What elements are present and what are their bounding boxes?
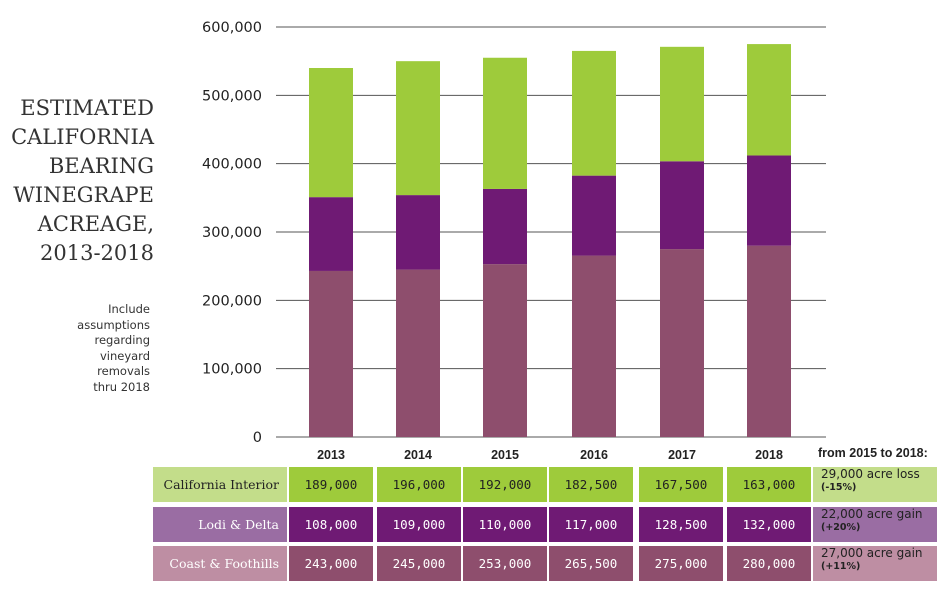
assumptions-note: Include assumptions regarding vineyard r…: [30, 302, 150, 395]
y-tick-label: 600,000: [202, 20, 262, 36]
title-line: CALIFORNIA: [11, 125, 154, 149]
change-header: from 2015 to 2018:: [818, 446, 928, 460]
x-tick-label: 2015: [491, 448, 519, 462]
x-tick-label: 2017: [668, 448, 696, 462]
bar-segment-coast-foothills: [483, 264, 527, 437]
title-line: ESTIMATED: [20, 96, 154, 120]
bar-segment-lodi-delta: [396, 195, 440, 270]
x-tick-label: 2014: [404, 448, 432, 462]
bar-segment-california-interior: [747, 44, 791, 156]
bar-segment-california-interior: [309, 68, 353, 198]
note-line: assumptions: [77, 317, 150, 332]
bar-segment-california-interior: [660, 46, 704, 162]
bar-segment-lodi-delta: [660, 161, 704, 250]
bar-segment-coast-foothills: [309, 270, 353, 437]
note-line: removals: [97, 364, 150, 378]
bar-segment-california-interior: [572, 50, 616, 176]
y-tick-label: 300,000: [202, 225, 262, 241]
title-line: BEARING: [48, 154, 154, 178]
title-line: ACREAGE,: [37, 212, 154, 236]
chart-title: ESTIMATED CALIFORNIA BEARING WINEGRAPE A…: [0, 94, 154, 268]
note-line: vineyard: [99, 348, 150, 363]
note-line: regarding: [94, 333, 150, 347]
note-line: Include: [108, 302, 150, 316]
x-tick-label: 2016: [580, 448, 608, 462]
y-tick-label: 200,000: [202, 293, 262, 309]
x-tick-label: 2013: [317, 448, 345, 462]
title-line: 2013-2018: [40, 241, 154, 265]
bar-segment-lodi-delta: [747, 155, 791, 246]
bar-segment-coast-foothills: [572, 255, 616, 437]
bar-segment-lodi-delta: [572, 175, 616, 256]
x-tick-label: 2018: [755, 448, 783, 462]
bar-segment-coast-foothills: [747, 245, 791, 437]
bar-segment-lodi-delta: [309, 197, 353, 271]
bar-segment-coast-foothills: [660, 249, 704, 437]
note-line: thru 2018: [93, 379, 150, 394]
y-tick-label: 400,000: [202, 157, 262, 173]
bar-segment-california-interior: [396, 61, 440, 196]
bar-segment-coast-foothills: [396, 269, 440, 437]
bar-segment-lodi-delta: [483, 188, 527, 265]
title-line: WINEGRAPE: [13, 183, 154, 207]
y-tick-label: 100,000: [202, 362, 262, 378]
bar-segment-california-interior: [483, 57, 527, 189]
y-tick-label: 0: [253, 430, 262, 446]
y-tick-label: 500,000: [202, 88, 262, 104]
